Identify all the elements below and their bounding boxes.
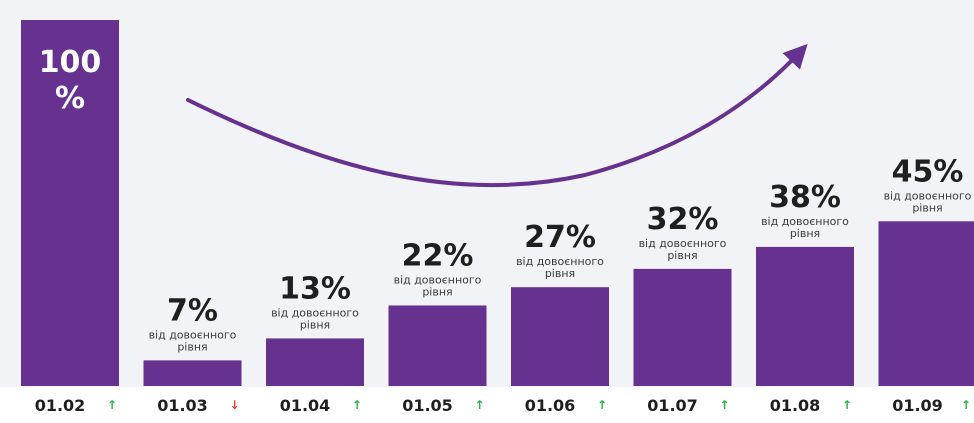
- sub-label-01.06-line2: рівня: [545, 267, 575, 280]
- arrow-up-icon-01.07: ↑: [719, 398, 729, 412]
- arrow-up-icon-01.04: ↑: [352, 398, 362, 412]
- bar-01.04: [266, 338, 364, 386]
- bar-01.08: [756, 246, 854, 386]
- sub-label-01.06-line1: від довоєнного: [516, 255, 604, 268]
- date-label-01.06: 01.06: [525, 396, 576, 415]
- bar-01.07: [633, 268, 732, 386]
- sub-label-01.07-line2: рівня: [667, 249, 697, 262]
- bar-01.05: [388, 305, 487, 386]
- date-label-01.08: 01.08: [770, 396, 821, 415]
- bar-01.02: [21, 20, 119, 386]
- sub-label-01.04-line2: рівня: [300, 318, 330, 331]
- value-label-01.04: 13%: [279, 271, 351, 306]
- value-label-01.02-number: 100: [39, 45, 102, 80]
- date-label-01.07: 01.07: [647, 396, 698, 415]
- value-label-01.09: 45%: [892, 154, 964, 189]
- value-label-01.06: 27%: [524, 220, 596, 255]
- sub-label-01.09-line2: рівня: [912, 201, 942, 214]
- value-label-01.07: 32%: [647, 202, 719, 237]
- sub-label-01.08-line1: від довоєнного: [761, 215, 849, 228]
- arrow-up-icon-01.08: ↑: [842, 398, 852, 412]
- value-label-01.08: 38%: [769, 180, 841, 215]
- arrow-up-icon-01.06: ↑: [597, 398, 607, 412]
- arrow-up-icon-01.09: ↑: [961, 398, 971, 412]
- sub-label-01.08-line2: рівня: [790, 227, 820, 240]
- date-label-01.05: 01.05: [402, 396, 453, 415]
- sub-label-01.07-line1: від довоєнного: [639, 237, 727, 250]
- sub-label-01.05-line2: рівня: [422, 285, 452, 298]
- sub-label-01.04-line1: від довоєнного: [271, 306, 359, 319]
- value-label-01.05: 22%: [402, 238, 474, 273]
- sub-label-01.05-line1: від довоєнного: [394, 273, 482, 286]
- date-label-01.04: 01.04: [280, 396, 331, 415]
- trend-curve-arrow: [186, 43, 808, 188]
- bar-01.09: [878, 221, 974, 386]
- bar-01.06: [511, 287, 609, 386]
- date-label-01.02: 01.02: [35, 396, 86, 415]
- arrow-up-icon-01.05: ↑: [474, 398, 484, 412]
- sub-label-01.03-line2: рівня: [177, 340, 207, 353]
- sub-label-01.03-line1: від довоєнного: [149, 328, 237, 341]
- sub-label-01.09-line1: від довоєнного: [884, 189, 972, 202]
- bar-01.03: [143, 360, 242, 386]
- value-label-01.02-unit: %: [55, 81, 85, 116]
- date-label-01.09: 01.09: [892, 396, 943, 415]
- value-label-01.03: 7%: [167, 293, 218, 328]
- arrow-up-icon-01.02: ↑: [107, 398, 117, 412]
- date-label-01.03: 01.03: [157, 396, 208, 415]
- date-band-background: [0, 387, 974, 423]
- arrow-down-icon-01.03: ↓: [229, 398, 239, 412]
